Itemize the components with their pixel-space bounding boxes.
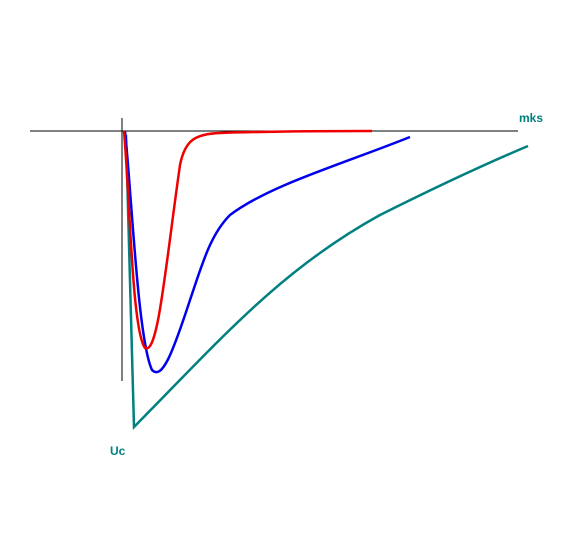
x-axis-label: mks [519, 111, 543, 125]
curve-blue [123, 130, 411, 374]
curve-red [122, 129, 373, 350]
curve-teal [124, 134, 529, 430]
y-axis-label: Uc [110, 444, 126, 458]
